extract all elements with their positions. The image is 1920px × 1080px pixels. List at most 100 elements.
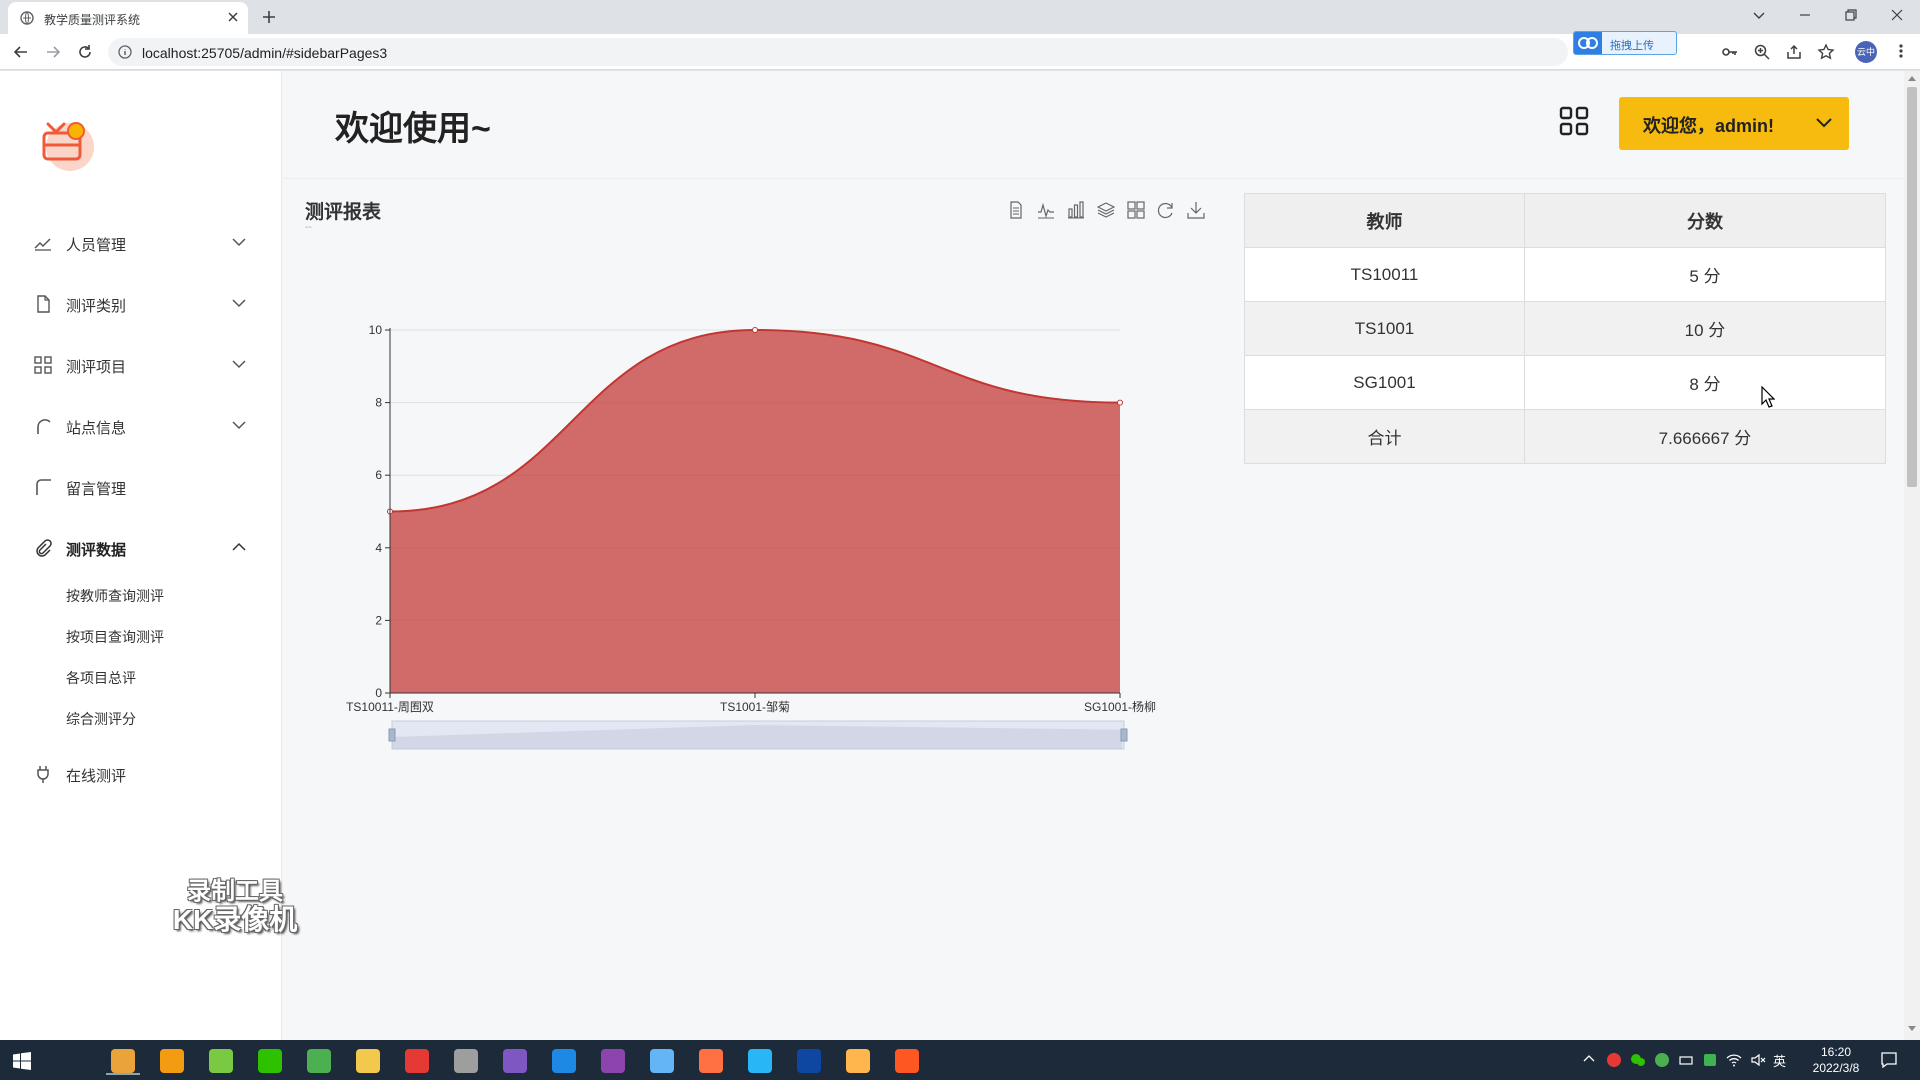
close-window-icon[interactable] [1888, 6, 1906, 24]
scroll-down-icon[interactable] [1908, 1026, 1916, 1032]
wifi-icon[interactable] [1726, 1052, 1742, 1068]
reload-icon[interactable] [76, 43, 94, 61]
recorder-icon[interactable] [888, 1045, 926, 1075]
baidu-netdisk-icon[interactable] [741, 1045, 779, 1075]
folder-icon-glyph [356, 1049, 380, 1073]
address-bar[interactable]: localhost:25705/admin/#sidebarPages3 [108, 38, 1568, 66]
key-icon[interactable] [1721, 43, 1739, 61]
input-method-indicator[interactable]: 英 [1773, 1054, 1787, 1069]
cell-total-label: 合计 [1244, 409, 1525, 464]
new-tab-icon[interactable] [260, 8, 278, 26]
back-icon[interactable] [12, 43, 30, 61]
tiled-icon[interactable] [1127, 201, 1145, 219]
visual-studio-icon[interactable] [594, 1045, 632, 1075]
submenu-overall-score[interactable]: 综合测评分 [66, 711, 136, 727]
magnifier-icon[interactable] [545, 1045, 583, 1075]
info-icon[interactable] [118, 45, 132, 59]
app-logo[interactable] [34, 111, 98, 175]
wechat-icon[interactable] [251, 1045, 289, 1075]
stack-icon[interactable] [1097, 201, 1115, 219]
folder-icon[interactable] [349, 1045, 387, 1075]
tools-icon[interactable] [447, 1045, 485, 1075]
download-icon[interactable] [1187, 201, 1205, 219]
share-icon[interactable] [1785, 43, 1803, 61]
menu-category[interactable]: 测评类别 [0, 284, 282, 324]
cell-teacher: SG1001 [1244, 355, 1525, 410]
tray-app-icon[interactable] [1702, 1052, 1718, 1068]
document-icon [34, 295, 52, 313]
search-tool-icon-glyph [160, 1049, 184, 1073]
bookmark-star-icon[interactable] [1817, 43, 1835, 61]
tray-wechat-icon[interactable] [1630, 1052, 1646, 1068]
y-tick-label: 10 [369, 323, 383, 337]
zoom-icon[interactable] [1753, 43, 1771, 61]
y-tick-label: 8 [375, 396, 382, 410]
menu-online-eval[interactable]: 在线测评 [0, 754, 282, 794]
apps-grid-icon[interactable] [1559, 106, 1589, 136]
tray-antivirus-icon[interactable] [1606, 1052, 1622, 1068]
profile-avatar[interactable]: 云中 [1855, 41, 1877, 63]
chrome-icon[interactable] [104, 1045, 142, 1075]
browser-tab[interactable]: 教学质量测评系统 [8, 2, 248, 34]
game-icon[interactable] [839, 1045, 877, 1075]
globe-icon [20, 11, 34, 25]
search-tool-icon[interactable] [153, 1045, 191, 1075]
datazoom-preview [392, 725, 1122, 749]
bar-chart-icon[interactable] [1067, 201, 1085, 219]
user-greeting: 欢迎您，admin! [1643, 116, 1775, 136]
orange-app-icon[interactable] [692, 1045, 730, 1075]
browser-menu-icon[interactable] [1894, 42, 1908, 60]
drag-upload-label: 拖拽上传 [1610, 40, 1654, 52]
menu-project[interactable]: 测评项目 [0, 345, 282, 385]
green-app-icon[interactable] [202, 1045, 240, 1075]
restore-icon[interactable] [1157, 201, 1175, 219]
windows-start-icon[interactable] [13, 1052, 31, 1070]
header-score[interactable]: 分数 [1524, 193, 1886, 248]
forward-icon[interactable] [44, 43, 62, 61]
submenu-by-project[interactable]: 按项目查询测评 [66, 629, 164, 645]
tray-expand-icon[interactable] [1582, 1052, 1596, 1066]
menu-personnel[interactable]: 人员管理 [0, 223, 282, 263]
page-scrollbar[interactable] [1904, 71, 1920, 1040]
header-teacher[interactable]: 教师 [1244, 193, 1525, 248]
menu-label: 测评数据 [66, 542, 127, 559]
y-tick-label: 6 [375, 468, 382, 482]
magnifier-icon-glyph [552, 1049, 576, 1073]
data-view-icon[interactable] [1007, 201, 1025, 219]
menu-site-info[interactable]: 站点信息 [0, 406, 282, 446]
submenu-by-teacher[interactable]: 按教师查询测评 [66, 588, 164, 604]
close-tab-icon[interactable] [226, 10, 240, 24]
restore-window-icon[interactable] [1842, 6, 1860, 24]
menu-eval-data[interactable]: 测评数据 [0, 528, 282, 568]
game-icon-glyph [846, 1049, 870, 1073]
notepad-icon[interactable] [300, 1045, 338, 1075]
x-tick-label: SG1001-杨柳 [1084, 699, 1156, 714]
url-text: localhost:25705/admin/#sidebarPages3 [142, 45, 388, 61]
drag-upload-button[interactable]: 拖拽上传 [1573, 31, 1677, 55]
chart-subtitle: -- [305, 222, 312, 233]
line-chart-icon[interactable] [1037, 201, 1055, 219]
notification-icon[interactable] [1880, 1051, 1898, 1069]
wps-icon[interactable] [398, 1045, 436, 1075]
scroll-up-icon[interactable] [1908, 75, 1916, 81]
mouse-cursor-icon [1761, 386, 1775, 408]
tab-search-chevron-icon[interactable] [1750, 6, 1768, 24]
area-chart[interactable]: 0 2 4 6 8 10 TS10011-周囿双 TS1001-邹菊 SG1001-杨柳 [283, 179, 1223, 779]
minimize-icon[interactable] [1796, 6, 1814, 24]
volume-muted-icon[interactable] [1750, 1052, 1766, 1068]
photoshop-icon[interactable] [790, 1045, 828, 1075]
menu-messages[interactable]: 留言管理 [0, 467, 282, 507]
submenu-project-summary[interactable]: 各项目总评 [66, 670, 136, 686]
scrollbar-thumb[interactable] [1907, 87, 1917, 487]
pen-icon[interactable] [643, 1045, 681, 1075]
tray-green-icon[interactable] [1654, 1052, 1670, 1068]
browser-toolbar: localhost:25705/admin/#sidebarPages3 [0, 34, 1920, 70]
system-clock[interactable]: 16:20 2022/3/8 [1796, 1044, 1876, 1076]
tray-usb-icon[interactable] [1678, 1052, 1694, 1068]
user-menu-button[interactable]: 欢迎您，admin! [1619, 97, 1849, 150]
chart-card: 0 2 4 6 8 10 TS10011-周囿双 TS1001-邹菊 SG1001-杨柳 测评报… [283, 179, 1223, 779]
corner-icon [34, 478, 52, 496]
arc-icon [34, 417, 52, 435]
baidu-netdisk-icon-glyph [748, 1049, 772, 1073]
mountain-icon[interactable] [496, 1045, 534, 1075]
